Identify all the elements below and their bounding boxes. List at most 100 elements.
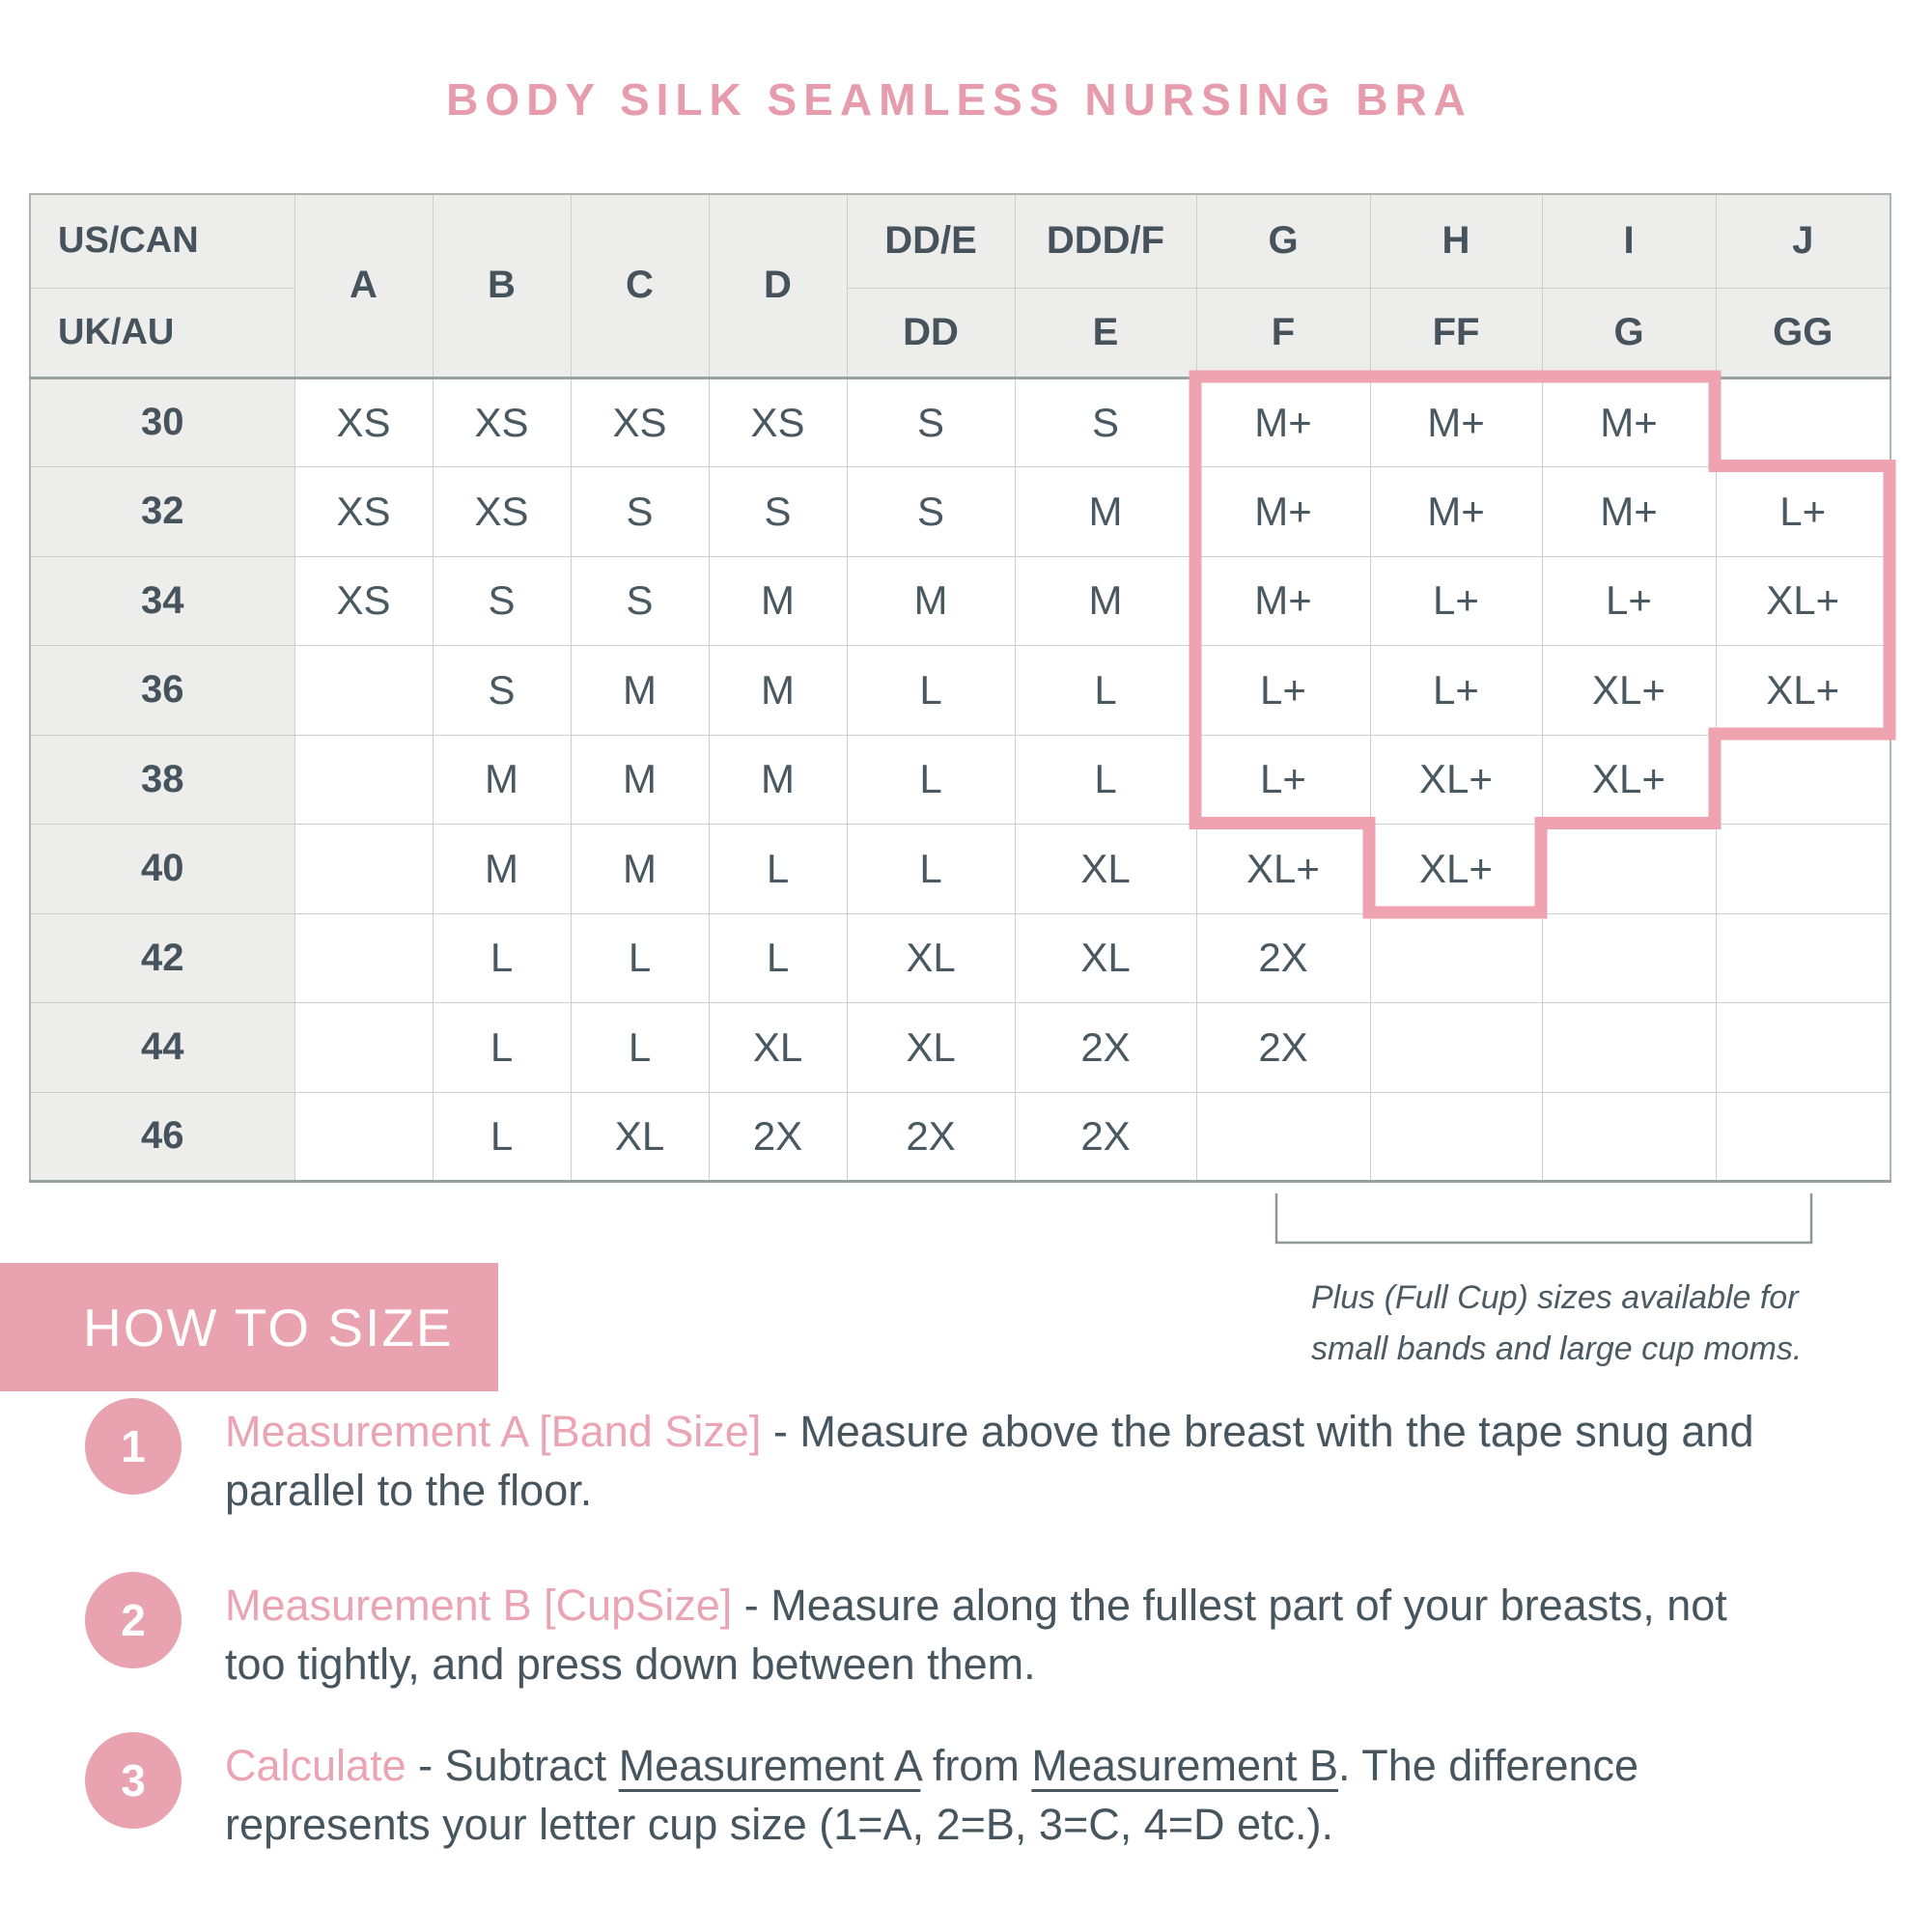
step-1-text: Measurement A [Band Size] - Measure abov…	[225, 1402, 1808, 1520]
table-row: 44 L L XL XL 2X 2X	[29, 1002, 1891, 1093]
cup-header-c: C	[570, 193, 710, 378]
size-cell	[294, 824, 434, 914]
size-cell	[1369, 912, 1543, 1003]
size-cell: S	[570, 466, 710, 557]
size-cell: XL	[1014, 824, 1197, 914]
plus-note-line2: small bands and large cup moms.	[1311, 1330, 1803, 1367]
size-cell: M+	[1195, 466, 1371, 557]
size-cell: L	[708, 912, 848, 1003]
table-row: 46 L XL 2X 2X 2X	[29, 1091, 1891, 1182]
size-cell: M	[846, 555, 1016, 646]
size-cell: L	[570, 912, 710, 1003]
size-cell: L+	[1195, 734, 1371, 825]
size-cell: XS	[570, 377, 710, 467]
size-cell: M	[432, 734, 572, 825]
plus-sizes-note: Plus (Full Cup) sizes available for smal…	[1311, 1273, 1890, 1374]
cup-header-a: A	[294, 193, 434, 378]
size-cell: L	[1014, 734, 1197, 825]
table-row: 38 M M M L L L+ XL+ XL+	[29, 734, 1891, 825]
size-cell	[1369, 1091, 1543, 1182]
size-cell: M+	[1541, 466, 1717, 557]
table-row: 30 XS XS XS XS S S M+ M+ M+	[29, 377, 1891, 467]
size-cell: M	[570, 645, 710, 736]
size-cell: XS	[432, 466, 572, 557]
size-cell	[1715, 377, 1891, 467]
size-cell: 2X	[1014, 1002, 1197, 1093]
size-cell: L+	[1715, 466, 1891, 557]
size-cell: XL+	[1541, 645, 1717, 736]
size-cell	[1715, 824, 1891, 914]
band-size-label: 38	[29, 734, 295, 825]
size-cell: 2X	[708, 1091, 848, 1182]
size-table-body: 30 XS XS XS XS S S M+ M+ M+ 32 XS XS S S S M M+ M+ M+ L+ 34 XS…	[29, 377, 1891, 1182]
size-cell: S	[1014, 377, 1197, 467]
step-body-text: Measurement B	[1031, 1741, 1339, 1790]
step-body-text: from	[920, 1741, 1032, 1790]
size-cell: L	[846, 734, 1016, 825]
size-cell: XL	[1014, 912, 1197, 1003]
size-cell: M+	[1195, 555, 1371, 646]
size-cell: XS	[708, 377, 848, 467]
table-row: 42 L L L XL XL 2X	[29, 912, 1891, 1003]
size-cell: L+	[1369, 645, 1543, 736]
size-cell: 2X	[1014, 1091, 1197, 1182]
step-body-text: - Measure above the breast with the tape…	[761, 1407, 1754, 1456]
size-cell	[1541, 1002, 1717, 1093]
plus-sizes-bracket	[1274, 1193, 1813, 1245]
band-size-label: 44	[29, 1002, 295, 1093]
size-cell: S	[432, 555, 572, 646]
band-size-label: 34	[29, 555, 295, 646]
size-cell: XL+	[1369, 824, 1543, 914]
size-cell: M+	[1369, 466, 1543, 557]
size-cell: L	[846, 645, 1016, 736]
size-cell: L	[1014, 645, 1197, 736]
size-cell: M	[1014, 466, 1197, 557]
size-cell: M	[570, 734, 710, 825]
size-cell: M+	[1195, 377, 1371, 467]
size-cell: XS	[432, 377, 572, 467]
size-cell: L	[432, 912, 572, 1003]
size-cell	[1715, 1002, 1891, 1093]
step-body-text: . The difference	[1338, 1741, 1639, 1790]
cup-header-i: I	[1541, 193, 1717, 289]
step-body-text: parallel to the floor.	[225, 1466, 593, 1515]
size-cell	[1715, 912, 1891, 1003]
cup-header-g: G	[1195, 193, 1371, 289]
step-1-number: 1	[121, 1421, 146, 1471]
size-cell: XS	[294, 377, 434, 467]
plus-note-line1: Plus (Full Cup) sizes available for	[1311, 1279, 1799, 1316]
size-cell: S	[846, 377, 1016, 467]
step-body-text: - Measure along the fullest part of your…	[732, 1581, 1727, 1630]
size-cell: L	[432, 1091, 572, 1182]
size-cell: XS	[294, 466, 434, 557]
cup-header-b: B	[432, 193, 572, 378]
size-cell	[294, 734, 434, 825]
step-2-badge: 2	[85, 1572, 182, 1668]
size-cell: XL	[846, 912, 1016, 1003]
size-cell	[1195, 1091, 1371, 1182]
size-cell	[294, 1091, 434, 1182]
cup-header-uk-gg: GG	[1715, 287, 1891, 378]
size-cell	[1369, 1002, 1543, 1093]
size-cell: L+	[1369, 555, 1543, 646]
band-size-label: 46	[29, 1091, 295, 1182]
step-2-number: 2	[121, 1595, 146, 1645]
size-cell: S	[846, 466, 1016, 557]
step-lead-label: Measurement B [CupSize]	[225, 1581, 733, 1630]
size-cell: XL+	[1369, 734, 1543, 825]
cup-header-uk-f: F	[1195, 287, 1371, 378]
table-row: 40 M M L L XL XL+ XL+	[29, 824, 1891, 914]
cup-header-dd-e: DD/E	[846, 193, 1016, 289]
band-size-label: 30	[29, 377, 295, 467]
size-cell: M+	[1541, 377, 1717, 467]
size-chart-table: US/CAN A B C D DD/E DDD/F G H I J UK/AU …	[29, 193, 1891, 1183]
size-cell	[1715, 734, 1891, 825]
step-lead-label: Measurement A [Band Size]	[225, 1407, 762, 1456]
size-cell: L+	[1541, 555, 1717, 646]
header-uk-au: UK/AU	[29, 287, 295, 378]
size-cell: M	[570, 824, 710, 914]
size-cell: L	[432, 1002, 572, 1093]
cup-header-uk-e: E	[1014, 287, 1197, 378]
size-cell: 2X	[846, 1091, 1016, 1182]
cup-header-h: H	[1369, 193, 1543, 289]
